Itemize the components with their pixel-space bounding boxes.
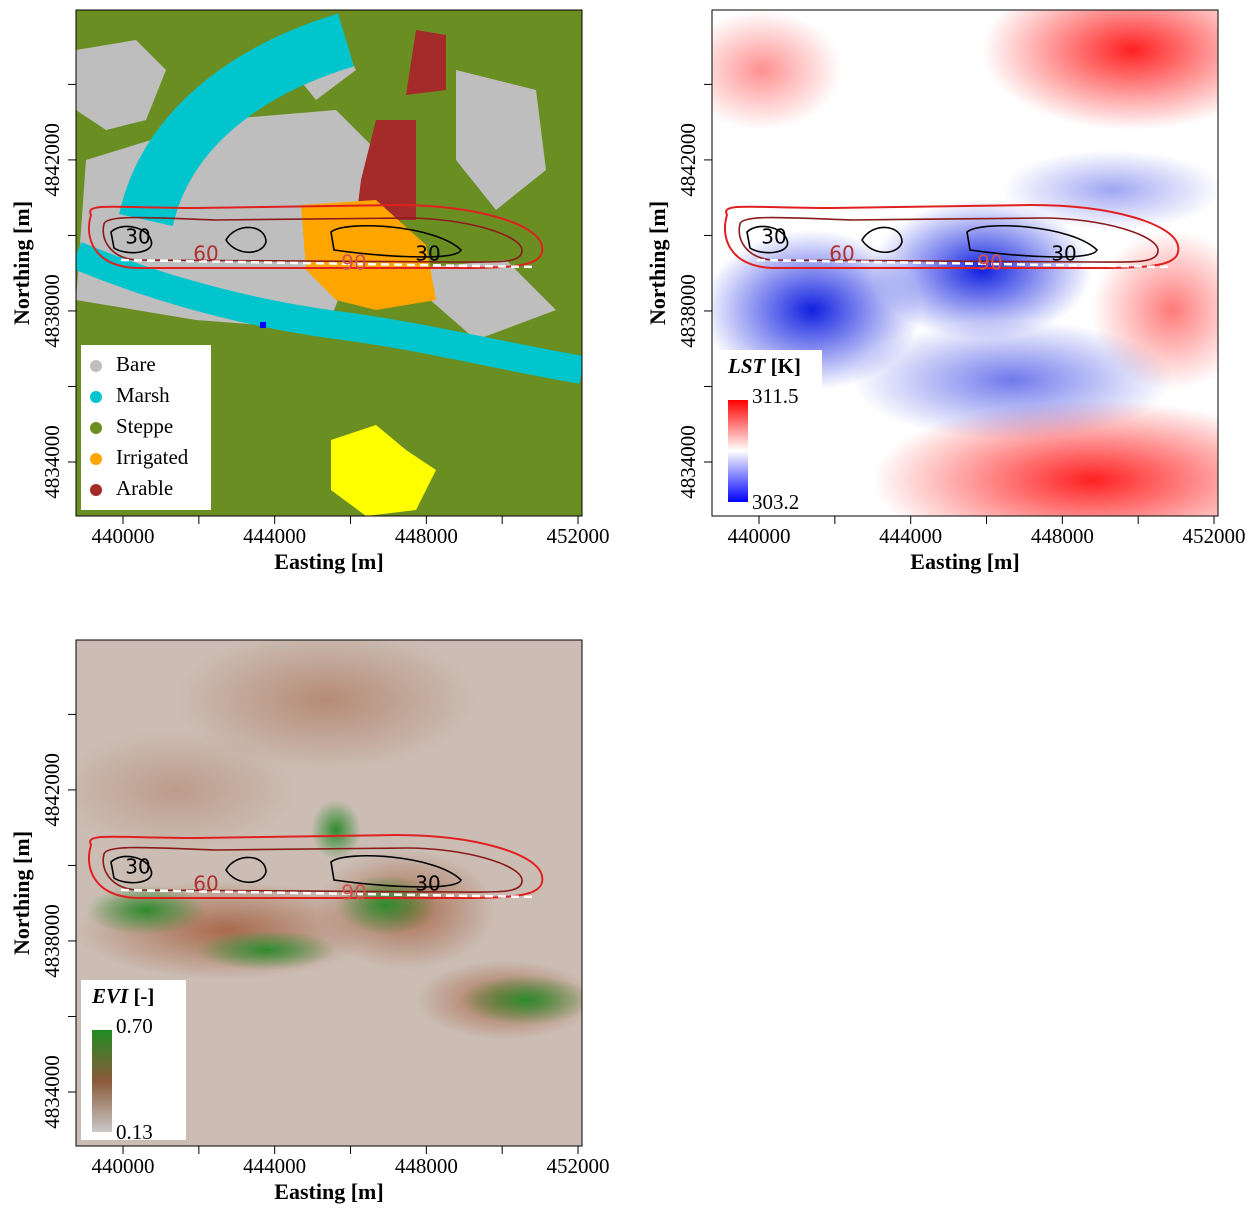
- legend-marker: [90, 360, 102, 372]
- x-tick-label: 440000: [728, 524, 791, 548]
- colorbar-unit: [-]: [133, 984, 154, 1008]
- legend-label: Marsh: [116, 383, 170, 407]
- y-tick-label: 4842000: [40, 123, 64, 197]
- y-tick-label: 4838000: [40, 904, 64, 978]
- legend-label: Arable: [116, 476, 173, 500]
- y-axis-title: Northing [m]: [645, 201, 670, 325]
- contour-label: 30: [125, 225, 150, 249]
- colorbar-variable: LST: [727, 354, 767, 378]
- x-tick-label: 452000: [547, 524, 610, 548]
- x-tick-label: 440000: [92, 524, 155, 548]
- contour-label: 30: [415, 242, 440, 266]
- contour-label: 90: [341, 881, 366, 905]
- colorbar-title: EVI [-]: [91, 984, 154, 1008]
- x-tick-label: 452000: [547, 1154, 610, 1178]
- x-axis-title: Easting [m]: [274, 1179, 383, 1204]
- panel: 440000 444000 448000 452000 4834000 4838000 48…: [9, 630, 609, 1204]
- legend-marker: [90, 484, 102, 496]
- contour-label: 30: [415, 872, 440, 896]
- colorbar-min-label: 303.2: [752, 490, 799, 514]
- legend-label: Irrigated: [116, 445, 189, 469]
- legend-marker: [90, 422, 102, 434]
- colorbar-max-label: 0.70: [116, 1014, 153, 1038]
- contour-label: 60: [193, 872, 218, 896]
- contour-label: 60: [193, 242, 218, 266]
- contour-label: 30: [125, 855, 150, 879]
- x-axis-title: Easting [m]: [274, 549, 383, 574]
- colorbar-unit: [K]: [771, 354, 801, 378]
- colorbar-min-label: 0.13: [116, 1120, 153, 1144]
- contour-label: 90: [977, 251, 1002, 275]
- y-tick-label: 4834000: [40, 1055, 64, 1129]
- legend-marker: [90, 391, 102, 403]
- y-tick-label: 4834000: [676, 425, 700, 499]
- x-tick-label: 452000: [1183, 524, 1246, 548]
- x-tick-label: 448000: [1031, 524, 1094, 548]
- x-tick-label: 440000: [92, 1154, 155, 1178]
- legend-marker: [90, 453, 102, 465]
- x-tick-label: 448000: [395, 524, 458, 548]
- y-axis-title: Northing [m]: [9, 201, 34, 325]
- y-axis-title: Northing [m]: [9, 831, 34, 955]
- y-tick-label: 4838000: [40, 274, 64, 348]
- x-tick-label: 448000: [395, 1154, 458, 1178]
- legend-label: Steppe: [116, 414, 173, 438]
- x-axis-title: Easting [m]: [910, 549, 1019, 574]
- y-tick-label: 4838000: [676, 274, 700, 348]
- colorbar-max-label: 311.5: [752, 384, 798, 408]
- figure: 440000 444000 448000 452000 4834000 4838000 48…: [0, 0, 1256, 1209]
- contour-label: 30: [1051, 242, 1076, 266]
- y-tick-label: 4842000: [676, 123, 700, 197]
- x-tick-label: 444000: [243, 1154, 306, 1178]
- colorbar-title: LST [K]: [727, 354, 801, 378]
- panel: 440000 444000 448000 452000 4834000 4838000 48…: [9, 10, 609, 574]
- y-tick-label: 4842000: [40, 753, 64, 827]
- x-tick-label: 444000: [879, 524, 942, 548]
- colorbar-variable: EVI: [91, 984, 129, 1008]
- colorbar: [728, 400, 748, 502]
- contour-label: 90: [341, 251, 366, 275]
- legend-label: Bare: [116, 352, 156, 376]
- colorbar: [92, 1030, 112, 1132]
- x-tick-label: 444000: [243, 524, 306, 548]
- contour-label: 60: [829, 242, 854, 266]
- y-tick-label: 4834000: [40, 425, 64, 499]
- panel: 440000 444000 448000 452000 4834000 4838000 48…: [645, 0, 1256, 574]
- contour-label: 30: [761, 225, 786, 249]
